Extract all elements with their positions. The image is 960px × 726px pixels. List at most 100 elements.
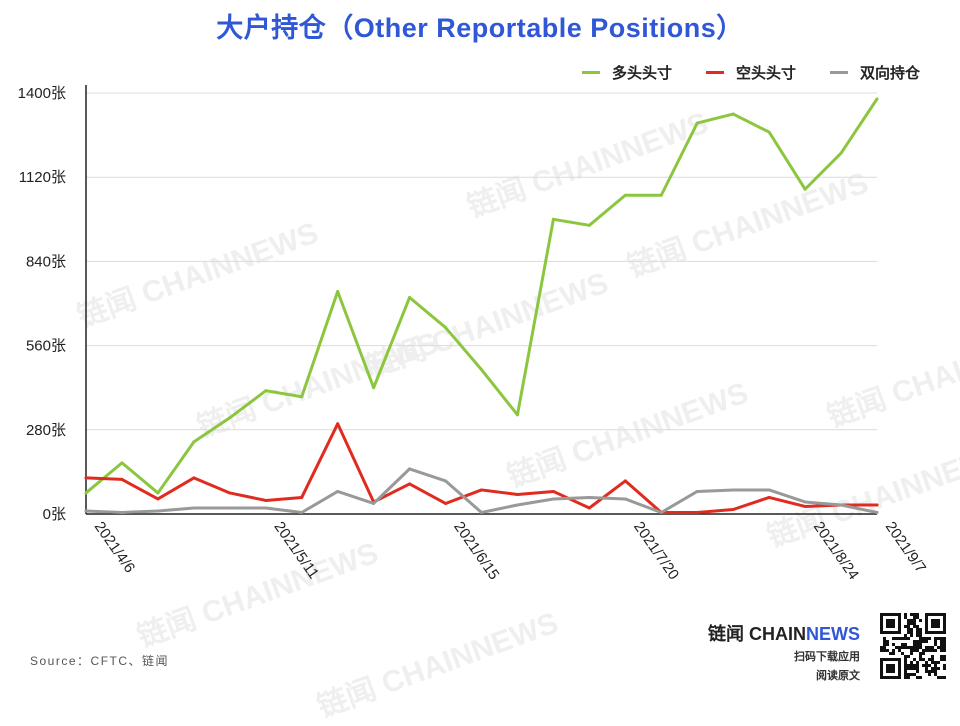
qr-module <box>943 646 946 649</box>
x-tick-label: 2021/9/7 <box>882 519 929 577</box>
qr-module <box>928 649 931 652</box>
qr-module <box>883 643 886 646</box>
qr-module <box>934 649 937 652</box>
data-point <box>695 121 699 125</box>
qr-module <box>934 667 937 670</box>
brand-name-suffix: NEWS <box>806 624 860 644</box>
brand-name-prefix: 链闻 CHAIN <box>708 624 806 644</box>
data-point <box>264 389 268 393</box>
data-point <box>192 506 196 510</box>
data-point <box>623 479 627 483</box>
qr-module <box>925 661 928 664</box>
data-point <box>731 112 735 116</box>
qr-module <box>916 676 919 679</box>
data-point <box>875 97 879 101</box>
legend-item-spread: 双向持仓 <box>829 62 920 83</box>
data-point <box>587 495 591 499</box>
qr-module <box>892 652 895 655</box>
x-tick-label: 2021/6/15 <box>450 519 502 583</box>
source-note: Source：CFTC、链闻 <box>30 654 170 668</box>
qr-module <box>892 637 895 640</box>
qr-module <box>943 655 946 658</box>
qr-module <box>925 664 928 667</box>
data-point <box>372 501 376 505</box>
qr-module <box>907 646 910 649</box>
qr-module <box>916 664 919 667</box>
legend: 多头头寸 空头头寸 双向持仓 <box>581 62 920 83</box>
qr-module <box>895 646 898 649</box>
qr-module <box>943 664 946 667</box>
qr-module <box>940 643 943 646</box>
qr-module <box>904 661 907 664</box>
qr-module <box>898 646 901 649</box>
data-point <box>623 497 627 501</box>
data-point <box>803 504 807 508</box>
qr-module <box>904 643 907 646</box>
x-tick-label: 2021/4/6 <box>91 519 138 577</box>
qr-module <box>922 658 925 661</box>
qr-module <box>916 640 919 643</box>
data-point <box>695 489 699 493</box>
qr-module <box>931 667 934 670</box>
qr-code-icon[interactable] <box>880 613 946 679</box>
data-point <box>803 500 807 504</box>
qr-module <box>904 646 907 649</box>
qr-module <box>907 628 910 631</box>
qr-module <box>919 631 922 634</box>
legend-swatch-short <box>705 71 724 74</box>
qr-module <box>919 646 922 649</box>
qr-module <box>895 637 898 640</box>
qr-module <box>931 649 934 652</box>
qr-module <box>934 637 937 640</box>
qr-module <box>904 655 907 658</box>
data-point <box>336 489 340 493</box>
y-tick-label: 840张 <box>26 253 66 270</box>
qr-module <box>940 649 943 652</box>
qr-module <box>919 652 922 655</box>
data-point <box>695 510 699 514</box>
data-point <box>480 510 483 514</box>
qr-module <box>904 658 907 661</box>
legend-swatch-long <box>581 71 600 74</box>
data-point <box>192 440 196 444</box>
qr-module <box>910 661 913 664</box>
qr-module <box>916 667 919 670</box>
legend-swatch-spread <box>829 71 848 74</box>
qr-module <box>880 649 883 652</box>
data-point <box>875 510 879 514</box>
data-point <box>551 489 555 493</box>
series-line-0 <box>84 97 879 495</box>
qr-module <box>919 634 922 637</box>
data-point <box>264 506 268 510</box>
legend-label-short: 空头头寸 <box>735 65 796 82</box>
data-point <box>408 295 412 299</box>
data-point <box>839 151 843 155</box>
qr-module <box>904 664 907 667</box>
qr-module <box>904 637 907 640</box>
data-point <box>156 497 160 501</box>
qr-module <box>943 637 946 640</box>
data-point <box>156 509 160 513</box>
qr-module <box>904 676 907 679</box>
qr-module <box>913 619 916 622</box>
data-point <box>120 477 124 481</box>
x-tick-label: 2021/8/24 <box>810 519 862 583</box>
qr-module <box>916 649 919 652</box>
qr-module <box>913 673 916 676</box>
qr-module <box>931 658 934 661</box>
qr-module <box>922 664 925 667</box>
legend-label-long: 多头头寸 <box>611 65 672 82</box>
qr-module <box>940 655 943 658</box>
x-tick-label: 2021/7/20 <box>630 519 682 583</box>
qr-module <box>919 676 922 679</box>
qr-module <box>934 664 937 667</box>
qr-module <box>907 655 910 658</box>
qr-module <box>934 673 937 676</box>
qr-module <box>925 649 928 652</box>
data-point <box>731 507 735 511</box>
qr-module <box>913 658 916 661</box>
qr-module <box>904 613 907 616</box>
data-point <box>300 495 304 499</box>
qr-module <box>889 652 892 655</box>
qr-module <box>919 619 922 622</box>
